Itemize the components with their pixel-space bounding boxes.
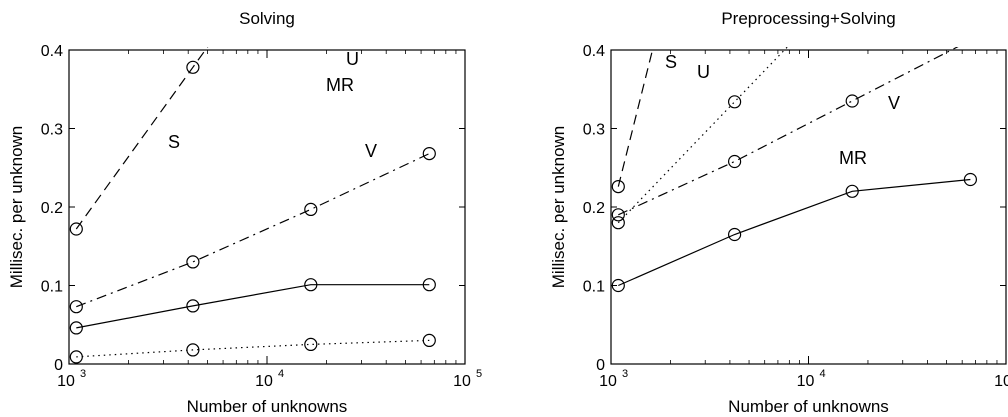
series-label: U [697, 62, 710, 82]
y-tick-label: 0.2 [41, 200, 63, 217]
chart-title: Preprocessing+Solving [721, 9, 895, 28]
x-tick-label-exponent: 4 [278, 368, 284, 380]
data-marker [186, 343, 200, 357]
y-tick-label: 0.3 [41, 122, 63, 139]
data-marker [186, 60, 200, 74]
x-axis-label: Number of unknowns [728, 397, 889, 416]
data-marker [69, 350, 83, 364]
data-marker [727, 95, 742, 109]
data-marker [422, 333, 436, 347]
solving-chart: 0 0.1 0.2 0.3 0.4 10 3 10 4 10 5 Solving Number of u… [7, 9, 482, 416]
x-tick-label-exponent: 5 [476, 368, 482, 380]
y-tick-label: 0.1 [41, 279, 63, 296]
data-marker [422, 278, 436, 292]
data-marker [845, 94, 859, 108]
x-tick-label-exponent: 3 [622, 368, 628, 380]
x-tick-label-exponent: 3 [80, 368, 86, 380]
data-marker [69, 222, 83, 236]
series-line [75, 47, 209, 230]
series-label: S [665, 52, 677, 72]
series-v: V [611, 47, 959, 222]
series-line [76, 153, 430, 308]
data-marker [727, 227, 742, 242]
preprocessing-solving-chart: 0 0.1 0.2 0.3 0.4 10 3 10 4 105 Preprocessing+Solv… [549, 9, 1008, 416]
x-tick-label: 10 4 [255, 368, 284, 390]
axes-box [68, 49, 466, 365]
data-marker [727, 154, 742, 169]
data-marker [611, 278, 625, 293]
y-axis-label: Millisec. per unknown [7, 126, 26, 289]
data-marker [69, 300, 83, 314]
x-tick-label-base: 10 [994, 373, 1008, 390]
x-tick-label-base: 10 [255, 373, 273, 390]
x-tick-label-base: 10 [57, 373, 75, 390]
x-tick-label: 10 5 [453, 368, 482, 390]
series-label: S [168, 132, 180, 152]
series-u: U [69, 49, 436, 364]
x-tick-label-exponent: 4 [820, 368, 826, 380]
x-tick-label-base: 10 [453, 373, 471, 390]
series-line [618, 178, 971, 287]
series-s: S [611, 47, 677, 194]
data-marker [186, 299, 200, 313]
series-v: V [69, 141, 436, 314]
series-s: S [69, 47, 209, 236]
data-marker [69, 321, 83, 335]
series-label: U [346, 49, 359, 69]
series-mr: MR [69, 75, 436, 335]
y-tick-label: 0.2 [583, 200, 605, 217]
series-line [618, 47, 959, 216]
series-mr: MR [611, 148, 978, 293]
series-line [617, 47, 654, 187]
y-tick-label: 0 [54, 357, 63, 374]
x-tick-label: 105 [994, 373, 1008, 390]
data-marker [304, 202, 318, 216]
x-tick-label: 10 3 [57, 368, 86, 390]
data-marker [186, 255, 200, 269]
series-label: MR [839, 148, 867, 168]
series-line [76, 339, 430, 358]
data-marker [611, 216, 625, 230]
series-label: V [888, 93, 900, 113]
data-marker [422, 147, 436, 161]
y-tick-label: 0.4 [583, 43, 605, 60]
y-tick-label: 0.1 [583, 279, 605, 296]
series-line [617, 47, 789, 224]
data-marker [304, 278, 318, 292]
y-tick-label: 0 [596, 357, 605, 374]
series-line [76, 284, 430, 329]
y-tick-label: 0.3 [583, 122, 605, 139]
chart-title: Solving [239, 9, 295, 28]
x-tick-label-base: 10 [797, 373, 815, 390]
x-tick-label: 10 4 [797, 368, 826, 390]
y-axis-label: Millisec. per unknown [549, 126, 568, 289]
data-marker [963, 172, 978, 187]
x-tick-label: 10 3 [599, 368, 628, 390]
series-label: MR [326, 75, 354, 95]
data-marker [611, 180, 625, 194]
x-tick-label-base: 10 [599, 373, 617, 390]
data-marker [845, 184, 859, 198]
y-tick-label: 0.4 [41, 43, 63, 60]
series-label: V [365, 141, 377, 161]
series-u: U [611, 47, 789, 230]
x-axis-label: Number of unknowns [187, 397, 348, 416]
data-marker [611, 208, 625, 222]
data-marker [304, 337, 318, 351]
